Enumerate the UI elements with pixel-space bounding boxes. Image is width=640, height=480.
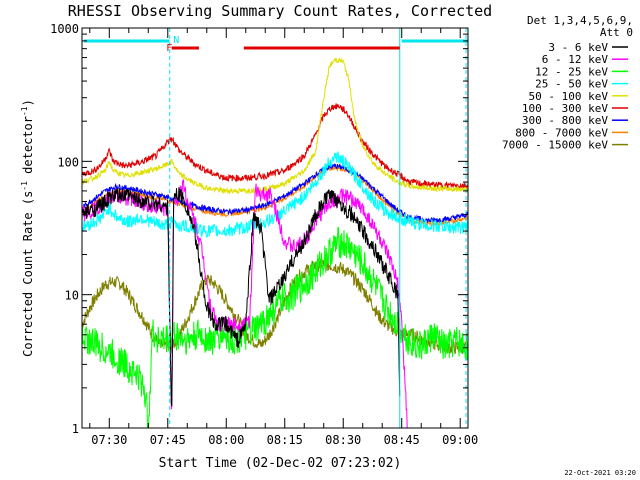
legend-label-7: 800 - 7000 keV	[515, 126, 608, 139]
legend-header-0: Det 1,3,4,5,6,9,	[527, 14, 633, 27]
plot-data-layer	[82, 28, 468, 428]
y-tick-label-2: 100	[57, 155, 79, 169]
y-axis-label-sup1: -1	[20, 181, 29, 191]
x-tick-label-5: 08:45	[384, 433, 420, 447]
y-axis-label-mid: detector	[21, 116, 35, 181]
series-line-12-25-kev-kev	[82, 226, 468, 428]
footer-date: 22-Oct-2021 03:20	[564, 469, 636, 477]
x-axis-label: Start Time (02-Dec-02 07:23:02)	[159, 456, 402, 471]
legend-label-3: 25 - 50 keV	[535, 78, 608, 91]
legend-label-5: 100 - 300 keV	[522, 102, 608, 115]
y-tick-label-1: 10	[65, 289, 79, 303]
night-bar-0	[83, 39, 170, 43]
y-tick-label-0: 1	[72, 422, 79, 436]
legend-label-2: 12 - 25 keV	[535, 65, 608, 78]
flare-bar-0	[171, 46, 199, 50]
x-tick-label-4: 08:30	[325, 433, 361, 447]
x-tick-label-6: 09:00	[442, 433, 478, 447]
y-axis-label-end: )	[21, 99, 35, 106]
legend-label-8: 7000 - 15000 keV	[502, 139, 608, 152]
series-line-25-50-kev-kev	[82, 151, 468, 239]
night-bar-1	[401, 39, 468, 43]
plot-frame	[81, 27, 469, 429]
x-tick-label-3: 08:15	[267, 433, 303, 447]
series-line-3-6-kev-kev	[82, 187, 401, 407]
night-bar-label: N	[173, 35, 179, 46]
x-tick-label-1: 07:45	[150, 433, 186, 447]
series-line-50-100-kev-kev	[82, 56, 468, 195]
y-axis-label-main: Corrected Count Rate (s	[21, 191, 35, 357]
flare-bar-1	[243, 46, 400, 50]
legend-header-1: Att 0	[600, 26, 633, 39]
legend-label-4: 50 - 100 keV	[529, 90, 609, 103]
axes-layer: NF 07:30 07:45 08:00 08:15 08:30 08:45 09:00 1 10…	[50, 22, 478, 447]
legend-label-6: 300 - 800 keV	[522, 114, 608, 127]
svg-text:Corrected Count Rate (s-1 dete: Corrected Count Rate (s-1 detector-1)	[20, 99, 35, 357]
flare-bar-label: F	[166, 43, 172, 54]
series-line-300-800-kev-kev	[82, 162, 468, 224]
x-tick-label-2: 08:00	[208, 433, 244, 447]
chart-title: RHESSI Observing Summary Count Rates, Co…	[68, 2, 492, 20]
y-axis-label: Corrected Count Rate (s-1 detector-1)	[20, 99, 35, 357]
y-axis-label-sup2: -1	[20, 106, 29, 116]
x-tick-label-0: 07:30	[91, 433, 127, 447]
legend-label-0: 3 - 6 keV	[548, 41, 608, 54]
series-line-100-300-kev-kev	[82, 103, 468, 190]
y-tick-label-3: 1000	[50, 22, 79, 36]
legend-label-1: 6 - 12 keV	[542, 53, 609, 66]
